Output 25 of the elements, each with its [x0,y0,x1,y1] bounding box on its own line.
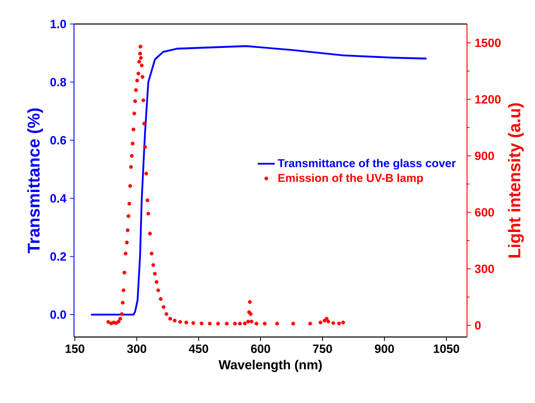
y-tick-label: 0.0 [50,310,66,319]
y-tick-label: 0.4 [50,194,66,203]
y-tick-label: 0.8 [50,78,66,86]
legend-label: Transmittance of the glass cover [278,158,456,170]
x-tick-label: 1050 [434,344,460,353]
y2-tick-label: 1500 [475,38,501,48]
x-tick-label: 150 [66,344,84,353]
x-tick-label: 900 [374,344,394,353]
y-tick-label: 0.6 [50,136,66,144]
y2-axis-title: Light intensity (a.u) [508,103,524,258]
y2-tick-label: 600 [474,208,494,217]
y2-tick-label: 300 [474,264,494,274]
x-tick-label: 450 [188,344,208,353]
x-axis-title: Wavelength (nm) [218,360,322,372]
y2-tick-label: 1200 [475,95,501,104]
y-tick-label: 1.0 [50,20,66,28]
y-tick-label: 0.2 [50,252,66,261]
x-tick-label: 600 [251,344,270,353]
y2-tick-label: 900 [474,152,494,160]
legend-label: Emission of the UV-B lamp [278,174,423,184]
line-series [90,45,428,316]
x-tick-label: 300 [127,344,146,353]
x-tick-label: 750 [313,344,332,353]
y2-tick-label: 0 [474,321,481,330]
y-axis-title: Transmittance (%) [27,108,44,254]
